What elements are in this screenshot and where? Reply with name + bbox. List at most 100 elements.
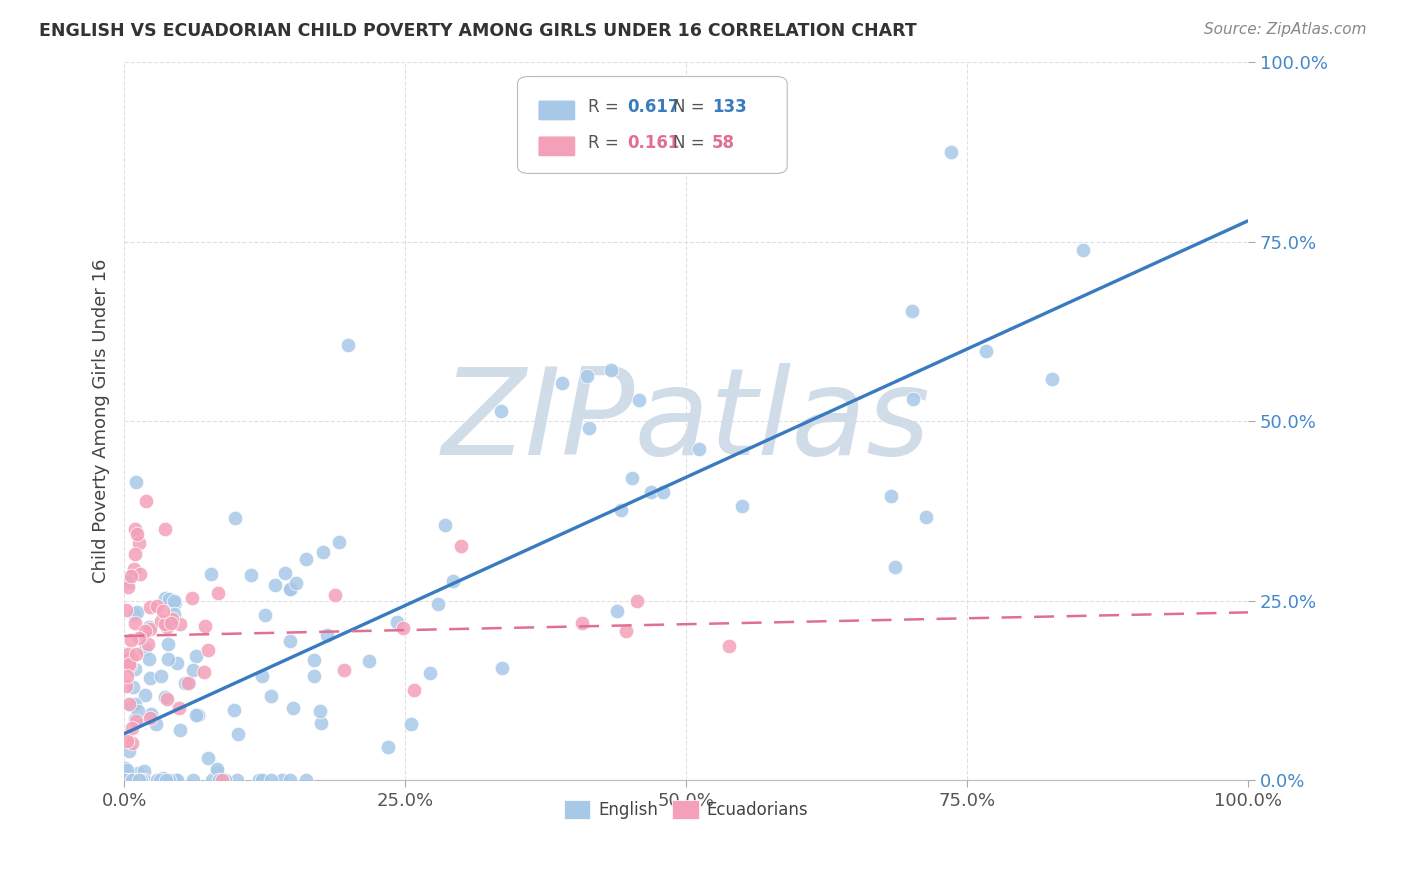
Point — [575, 369, 598, 384]
Point — [205, 762, 228, 776]
Point — [1071, 244, 1094, 258]
Point — [285, 576, 308, 591]
Point — [309, 704, 332, 718]
Point — [125, 605, 148, 619]
Point — [138, 651, 160, 665]
Point — [127, 765, 149, 780]
Point — [115, 654, 138, 668]
Point — [295, 773, 318, 788]
Point — [169, 617, 191, 632]
Point — [278, 582, 301, 597]
Point — [153, 591, 176, 606]
Point — [941, 145, 963, 159]
Y-axis label: Child Poverty Among Girls Under 16: Child Poverty Among Girls Under 16 — [93, 259, 110, 583]
Point — [194, 619, 217, 633]
Point — [433, 517, 456, 532]
Point — [156, 620, 179, 634]
Text: ZIPatlas: ZIPatlas — [441, 363, 931, 480]
Point — [884, 559, 907, 574]
Point — [1040, 372, 1063, 386]
Point — [441, 574, 464, 589]
Point — [187, 708, 209, 723]
Point — [626, 594, 648, 608]
Point — [139, 706, 162, 721]
Point — [114, 679, 136, 693]
Point — [226, 727, 249, 741]
Point — [124, 547, 146, 561]
Point — [214, 773, 236, 788]
Point — [134, 624, 156, 638]
Point — [640, 484, 662, 499]
Point — [166, 657, 188, 671]
Point — [134, 642, 156, 657]
Point — [150, 669, 173, 683]
Point — [122, 562, 145, 576]
Point — [149, 773, 172, 788]
Point — [150, 614, 173, 628]
Point — [426, 597, 449, 611]
Text: N =: N = — [672, 134, 710, 152]
Point — [260, 689, 283, 703]
Point — [120, 633, 142, 648]
Point — [571, 616, 593, 631]
Text: R =: R = — [588, 97, 624, 116]
Point — [127, 704, 149, 718]
Point — [309, 716, 332, 731]
Point — [120, 569, 142, 583]
Point — [118, 657, 141, 671]
Point — [118, 697, 141, 711]
Point — [125, 526, 148, 541]
Point — [125, 714, 148, 729]
Point — [253, 607, 276, 622]
Point — [139, 671, 162, 685]
Point — [124, 697, 146, 711]
Point — [270, 773, 292, 788]
Point — [121, 721, 143, 735]
Point — [159, 615, 181, 630]
Point — [208, 773, 231, 788]
Point — [222, 703, 245, 717]
Point — [295, 551, 318, 566]
Point — [146, 599, 169, 613]
Point — [177, 675, 200, 690]
Point — [138, 620, 160, 634]
FancyBboxPatch shape — [517, 77, 787, 173]
Point — [122, 607, 145, 621]
Point — [551, 376, 574, 391]
Point — [165, 773, 187, 788]
Point — [165, 773, 187, 788]
Point — [120, 658, 142, 673]
Point — [115, 763, 138, 777]
Point — [139, 711, 162, 725]
Point — [153, 616, 176, 631]
Point — [152, 771, 174, 785]
Point — [124, 773, 146, 788]
Point — [278, 773, 301, 788]
Point — [211, 773, 233, 788]
Point — [205, 764, 228, 779]
Text: ENGLISH VS ECUADORIAN CHILD POVERTY AMONG GIRLS UNDER 16 CORRELATION CHART: ENGLISH VS ECUADORIAN CHILD POVERTY AMON… — [39, 22, 917, 40]
Point — [128, 536, 150, 550]
Point — [120, 650, 142, 665]
Text: 58: 58 — [711, 134, 735, 152]
Point — [224, 510, 246, 524]
Point — [155, 690, 177, 705]
Point — [117, 648, 139, 662]
Point — [610, 502, 633, 516]
Point — [162, 612, 184, 626]
Point — [125, 647, 148, 661]
Point — [450, 540, 472, 554]
Text: N =: N = — [672, 97, 710, 116]
Point — [620, 471, 643, 485]
Text: 0.617: 0.617 — [627, 97, 681, 116]
Point — [718, 639, 741, 653]
Point — [177, 676, 200, 690]
Point — [121, 698, 143, 712]
Text: 133: 133 — [711, 97, 747, 116]
Point — [114, 603, 136, 617]
Point — [138, 622, 160, 636]
Point — [880, 489, 903, 503]
Point — [616, 624, 638, 638]
Point — [239, 567, 262, 582]
Point — [333, 663, 356, 677]
